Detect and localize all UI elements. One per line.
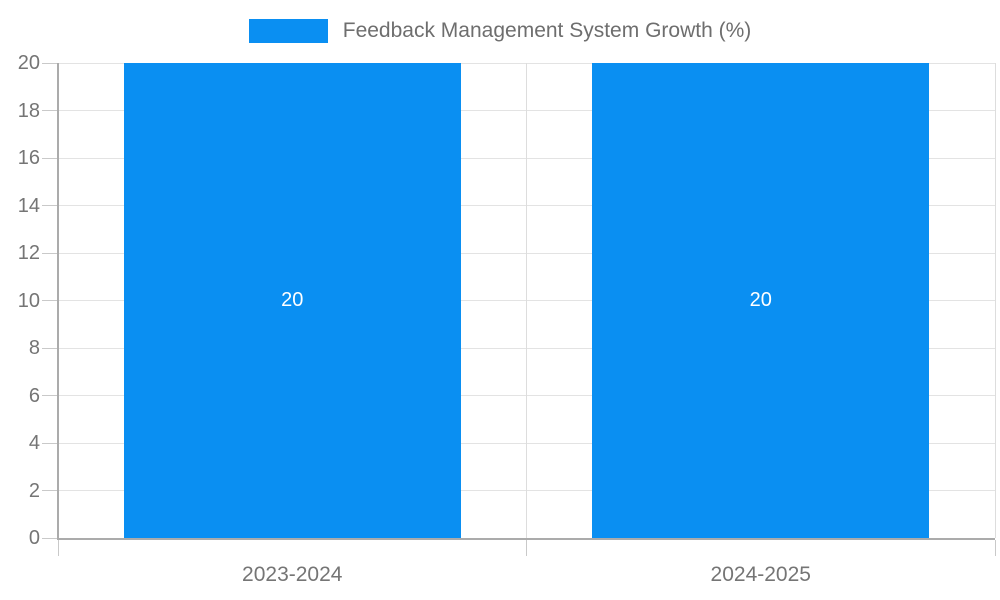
y-axis-tick <box>42 252 58 254</box>
bar-value-label: 20 <box>749 289 772 311</box>
y-axis-label: 14 <box>17 194 40 217</box>
y-axis-label: 10 <box>17 289 40 312</box>
y-axis-label: 2 <box>28 479 40 502</box>
y-axis-tick <box>42 347 58 349</box>
y-axis-line <box>57 63 59 540</box>
y-axis-tick <box>42 395 58 396</box>
bar: 20 <box>123 63 461 538</box>
x-axis-tick <box>526 540 527 556</box>
y-axis-tick <box>42 300 58 301</box>
y-axis-label: 18 <box>17 99 40 122</box>
chart-legend[interactable]: Feedback Management System Growth (%) <box>0 19 1000 43</box>
x-axis-label: 2023-2024 <box>242 563 343 586</box>
y-axis-label: 16 <box>17 147 40 169</box>
y-axis-tick <box>42 110 58 111</box>
category-gridline <box>994 63 996 538</box>
x-axis-line <box>57 538 995 540</box>
x-axis-tick <box>994 540 996 556</box>
y-axis-label: 4 <box>28 432 40 454</box>
y-axis-tick <box>42 157 58 159</box>
y-axis-tick <box>42 442 58 444</box>
category-gridline <box>526 63 527 538</box>
y-axis-label: 12 <box>17 242 40 264</box>
x-axis-label: 2024-2025 <box>710 563 811 586</box>
y-axis-label: 8 <box>28 337 40 359</box>
y-axis-tick <box>42 205 58 206</box>
y-axis-tick <box>42 537 58 539</box>
y-axis-label: 20 <box>17 52 40 74</box>
bar: 20 <box>592 63 930 538</box>
y-axis-tick <box>42 62 58 64</box>
legend-swatch <box>248 19 328 43</box>
y-axis-label: 6 <box>28 384 40 407</box>
y-axis-label: 0 <box>28 527 40 549</box>
legend-label: Feedback Management System Growth (%) <box>342 19 752 42</box>
x-axis-tick <box>57 540 59 556</box>
y-axis-tick <box>42 490 58 491</box>
bar-value-label: 20 <box>281 289 304 311</box>
